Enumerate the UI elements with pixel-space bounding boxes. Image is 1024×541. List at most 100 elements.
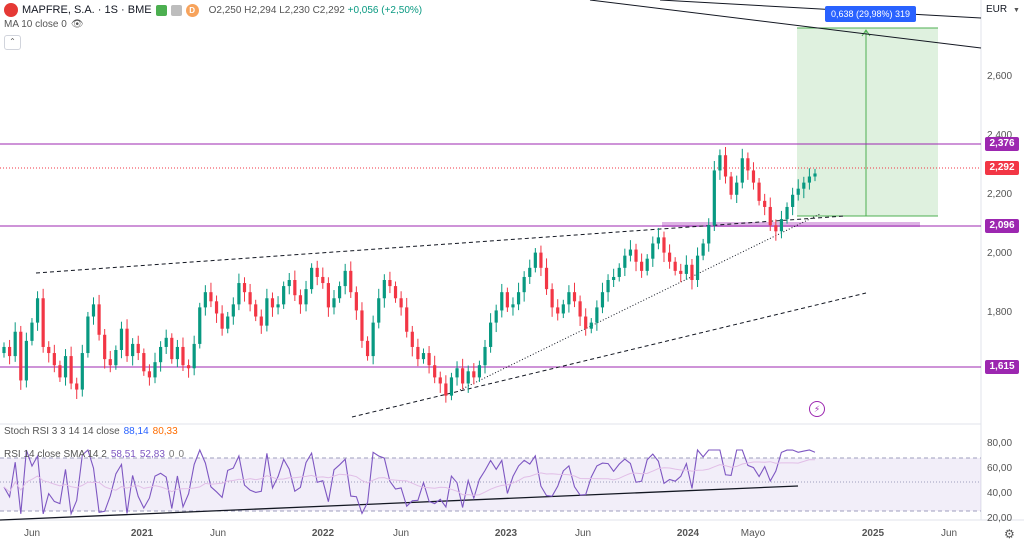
candle-body bbox=[136, 343, 140, 354]
last-price-tag[interactable]: 2,292 bbox=[985, 161, 1019, 175]
rsi-label[interactable]: RSI 14 close SMA 14 2 bbox=[4, 449, 107, 460]
candle-body bbox=[2, 346, 6, 354]
candle-body bbox=[477, 365, 482, 378]
candle bbox=[13, 322, 17, 362]
candle-body bbox=[58, 365, 62, 378]
candle bbox=[282, 281, 286, 309]
symbol-title[interactable]: MAPFRE, S.A. · 1S · BME bbox=[22, 4, 152, 16]
rsi-trendline[interactable] bbox=[0, 485, 799, 521]
candle-body bbox=[377, 298, 381, 323]
chevron-down-icon[interactable]: ▼ bbox=[1013, 7, 1020, 14]
dividend-badge-icon[interactable]: D bbox=[185, 3, 199, 17]
candle-body bbox=[270, 298, 275, 308]
candle-body bbox=[516, 292, 521, 305]
candle bbox=[75, 377, 79, 399]
candle-body bbox=[500, 292, 504, 311]
candle-body bbox=[483, 346, 487, 366]
settings-gear-icon[interactable]: ⚙ bbox=[1004, 527, 1015, 541]
candle bbox=[41, 288, 45, 353]
ma-label[interactable]: MA 10 close 0 bbox=[4, 19, 67, 30]
support-zone[interactable] bbox=[662, 222, 920, 227]
measure-zone[interactable] bbox=[797, 28, 938, 216]
channel-upper-line[interactable] bbox=[35, 215, 846, 274]
candle bbox=[712, 161, 716, 231]
candle bbox=[774, 219, 778, 241]
candle-body bbox=[304, 289, 308, 305]
rsi-legend[interactable]: RSI 14 close SMA 14 2 58,51 52,83 0 0 bbox=[4, 449, 184, 460]
candle bbox=[254, 299, 258, 322]
descending-line-1[interactable] bbox=[589, 0, 982, 49]
candle-body bbox=[684, 264, 688, 274]
candle-body bbox=[617, 267, 621, 277]
candle bbox=[807, 168, 812, 190]
hide-eye-icon[interactable]: 👁 bbox=[70, 19, 84, 30]
candle-body bbox=[449, 377, 454, 396]
candle bbox=[153, 352, 157, 384]
candle bbox=[175, 339, 179, 368]
candle-body bbox=[511, 304, 515, 308]
candle bbox=[751, 162, 756, 190]
candle bbox=[287, 273, 291, 295]
candle bbox=[757, 178, 761, 206]
candle-body bbox=[757, 182, 761, 201]
descending-line-2[interactable] bbox=[659, 0, 982, 19]
candle-body bbox=[662, 237, 666, 253]
candle bbox=[550, 283, 554, 317]
candle bbox=[270, 292, 275, 317]
resistance-price-tag[interactable]: 2,376 bbox=[985, 137, 1019, 151]
time-axis-label: Mayo bbox=[740, 528, 766, 539]
candle-body bbox=[19, 331, 23, 381]
candle bbox=[617, 263, 621, 282]
candle-body bbox=[489, 322, 493, 347]
candle bbox=[516, 282, 521, 311]
candle-body bbox=[254, 304, 258, 317]
data-delay-icon[interactable] bbox=[170, 4, 182, 16]
candle-body bbox=[293, 280, 297, 296]
candle-body bbox=[623, 255, 627, 268]
candle bbox=[472, 363, 476, 385]
candle-body bbox=[41, 298, 45, 347]
candle-body bbox=[354, 292, 358, 311]
stoch-rsi-label[interactable]: Stoch RSI 3 3 14 14 close bbox=[4, 426, 120, 437]
candle-body bbox=[802, 182, 806, 189]
stoch-rsi-legend[interactable]: Stoch RSI 3 3 14 14 close 88,14 80,33 bbox=[4, 426, 178, 437]
currency-selector[interactable]: EUR bbox=[986, 4, 1008, 15]
candle bbox=[214, 295, 219, 323]
candle-body bbox=[528, 267, 532, 277]
candle-body bbox=[382, 280, 386, 299]
ma-legend[interactable]: MA 10 close 0 👁 bbox=[4, 19, 84, 30]
price-axis-label: 2,400 bbox=[987, 130, 1013, 141]
candle-body bbox=[427, 353, 431, 366]
candle-body bbox=[539, 252, 543, 268]
candle bbox=[186, 359, 191, 378]
time-axis-label: Jun bbox=[23, 528, 41, 539]
market-open-icon[interactable] bbox=[155, 4, 167, 16]
candle-body bbox=[740, 158, 744, 183]
candle bbox=[640, 253, 644, 278]
candle bbox=[634, 243, 638, 272]
support-price-tag[interactable]: 2,096 bbox=[985, 219, 1019, 233]
candle bbox=[656, 227, 660, 250]
collapse-legend-button[interactable]: ⌃ bbox=[4, 35, 21, 50]
candle-body bbox=[192, 343, 196, 369]
uptrend-line[interactable] bbox=[459, 213, 821, 391]
candle-body bbox=[35, 298, 40, 323]
candle-body bbox=[237, 283, 241, 305]
candle bbox=[159, 341, 163, 372]
candle bbox=[377, 288, 381, 329]
candle bbox=[332, 290, 336, 315]
candle-body bbox=[628, 249, 633, 256]
candle-body bbox=[125, 328, 129, 357]
candle-body bbox=[550, 289, 554, 308]
candle-body bbox=[7, 346, 12, 357]
candle-body bbox=[91, 304, 96, 317]
low-support-price-tag[interactable]: 1,615 bbox=[985, 360, 1019, 374]
candle-body bbox=[153, 362, 157, 378]
candle-body bbox=[589, 322, 593, 329]
candle bbox=[455, 361, 459, 386]
lightning-icon[interactable]: ⚡ bbox=[809, 401, 825, 417]
candle-body bbox=[298, 295, 303, 305]
candle-body bbox=[315, 267, 319, 277]
candle bbox=[220, 305, 224, 336]
